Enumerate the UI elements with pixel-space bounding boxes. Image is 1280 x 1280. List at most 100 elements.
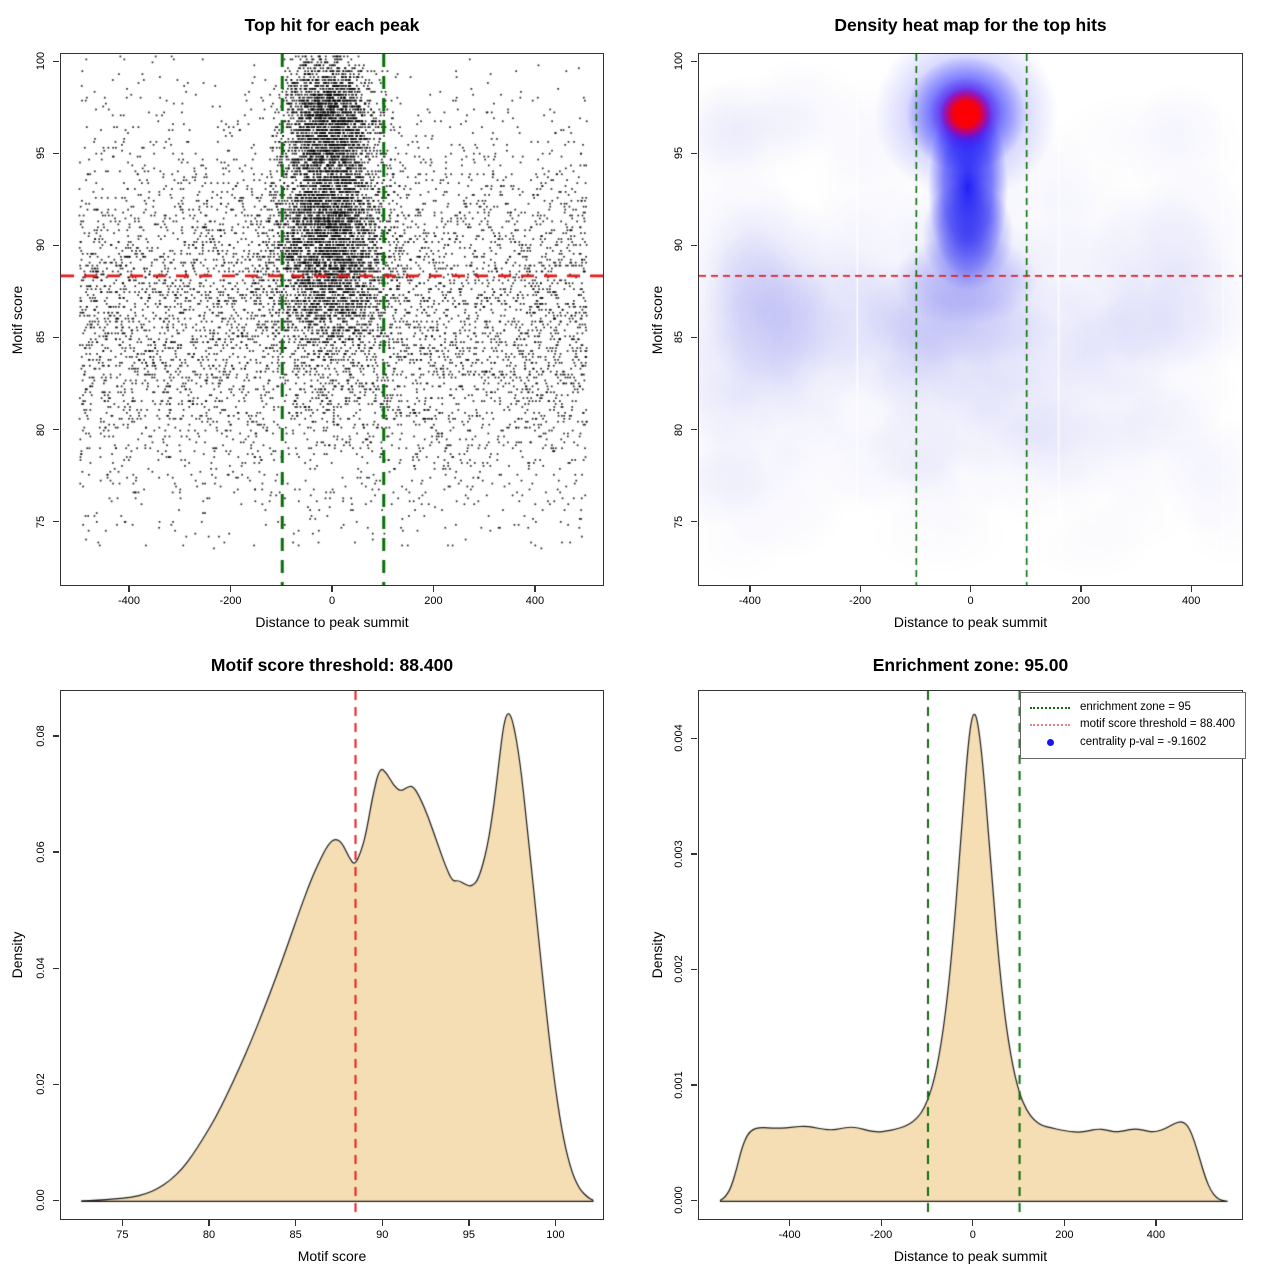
- y-tick-mark: [53, 60, 59, 62]
- y-tick-label: 100: [35, 52, 47, 71]
- y-tick-mark: [53, 244, 59, 247]
- page-title: Motif score threshold: 88.400: [210, 655, 454, 675]
- y-tick-mark: [53, 967, 59, 969]
- y-tick-mark: [53, 520, 59, 523]
- y-tick-label: 0.002: [673, 955, 685, 984]
- y-tick-mark: [691, 520, 697, 523]
- plot-area: [60, 690, 604, 1220]
- x-tick-mark: [880, 1220, 882, 1226]
- y-tick-label: 0.08: [35, 725, 47, 747]
- y-axis-label: Density: [649, 931, 665, 979]
- x-tick-mark: [121, 1220, 124, 1226]
- y-tick-label: 100: [673, 52, 685, 71]
- legend-label: enrichment zone = 95: [1080, 701, 1191, 713]
- x-tick-mark: [859, 586, 861, 592]
- x-tick-mark: [788, 1220, 791, 1226]
- x-tick-label: 90: [376, 1229, 389, 1241]
- y-tick-label: 85: [673, 331, 685, 344]
- x-tick-mark: [208, 1220, 210, 1226]
- x-tick-label: 400: [1181, 595, 1201, 607]
- plot-area: [60, 53, 604, 586]
- y-tick-mark: [53, 1083, 59, 1085]
- x-tick-mark: [128, 586, 130, 592]
- x-tick-label: 200: [424, 595, 443, 607]
- y-tick-mark: [691, 1084, 697, 1086]
- x-tick-mark: [468, 1220, 470, 1226]
- page-title: Top hit for each peak: [244, 15, 420, 35]
- x-tick-mark: [972, 1220, 974, 1226]
- y-tick-mark: [691, 60, 697, 62]
- x-tick-mark: [1063, 1220, 1066, 1226]
- x-tick-mark: [749, 586, 751, 592]
- y-tick-label: 85: [35, 331, 47, 344]
- density-canvas: [699, 691, 1242, 1219]
- x-tick-label: 85: [289, 1229, 302, 1241]
- legend-label: motif score threshold = 88.400: [1080, 718, 1236, 731]
- x-axis-label: Distance to peak summit: [255, 614, 409, 630]
- y-tick-mark: [691, 968, 697, 971]
- x-tick-label: 400: [1146, 1229, 1166, 1241]
- y-tick-label: 75: [35, 515, 47, 528]
- x-tick-label: 75: [116, 1229, 129, 1241]
- x-tick-label: -200: [219, 595, 242, 607]
- red-dotted-line-icon: [1029, 723, 1071, 726]
- x-tick-mark: [1190, 586, 1192, 592]
- density-canvas: [61, 691, 603, 1219]
- x-tick-label: -400: [117, 595, 141, 607]
- x-tick-mark: [1080, 586, 1082, 592]
- x-tick-mark: [554, 1220, 557, 1226]
- y-tick-mark: [691, 1199, 697, 1202]
- legend-item-motif-threshold: motif score threshold = 88.400: [1029, 716, 1235, 733]
- y-tick-mark: [691, 152, 697, 155]
- y-tick-mark: [53, 1199, 59, 1202]
- y-tick-mark: [691, 336, 697, 339]
- y-tick-label: 0.04: [35, 957, 47, 979]
- x-tick-label: 95: [462, 1229, 475, 1241]
- y-tick-label: 80: [35, 423, 47, 436]
- y-tick-mark: [53, 336, 59, 339]
- y-tick-mark: [691, 428, 697, 431]
- y-tick-label: 95: [35, 147, 47, 160]
- x-tick-label: 0: [967, 595, 974, 607]
- x-tick-label: -400: [738, 595, 761, 607]
- scatter-canvas: [61, 54, 603, 585]
- y-tick-mark: [691, 737, 697, 740]
- x-axis-label: Motif score: [297, 1248, 367, 1264]
- y-tick-label: 95: [673, 147, 685, 160]
- blue-point-icon: [1029, 738, 1071, 746]
- y-tick-label: 0.003: [673, 840, 685, 868]
- legend-label: centrality p-val = -9.1602: [1080, 735, 1207, 748]
- legend-item-centrality-pval: centrality p-val = -9.1602: [1029, 734, 1235, 751]
- y-tick-label: 0.004: [673, 724, 685, 753]
- y-tick-label: 90: [35, 239, 47, 252]
- x-tick-label: 0: [969, 1229, 976, 1241]
- x-tick-label: -400: [778, 1229, 801, 1241]
- x-tick-label: 0: [328, 595, 336, 607]
- y-tick-label: 90: [673, 239, 685, 252]
- x-tick-label: -200: [870, 1229, 893, 1241]
- panel-summit-distance-density: Enrichment zone: 95.00 Distance to peak …: [640, 640, 1280, 1280]
- x-tick-label: -200: [849, 595, 872, 607]
- panel-density-heatmap: Density heat map for the top hits Distan…: [640, 0, 1280, 640]
- x-tick-mark: [331, 586, 333, 592]
- x-tick-label: 400: [525, 595, 545, 607]
- y-tick-mark: [53, 735, 59, 737]
- x-tick-mark: [381, 1220, 383, 1226]
- y-tick-label: 80: [673, 423, 685, 436]
- x-tick-label: 200: [1055, 1229, 1074, 1241]
- y-tick-mark: [691, 244, 697, 247]
- y-tick-label: 0.06: [35, 841, 47, 863]
- y-tick-mark: [53, 428, 59, 431]
- y-tick-label: 0.001: [673, 1071, 685, 1099]
- x-tick-mark: [969, 586, 972, 592]
- plot-area: [698, 53, 1243, 586]
- x-tick-mark: [534, 586, 536, 592]
- heatmap-canvas: [699, 54, 1242, 585]
- y-tick-label: 0.02: [35, 1073, 47, 1095]
- green-dotted-line-icon: [1029, 706, 1071, 709]
- y-axis-label: Motif score: [9, 285, 25, 354]
- y-tick-mark: [691, 853, 697, 855]
- legend-item-enrichment-zone: enrichment zone = 95: [1029, 699, 1235, 716]
- y-tick-mark: [53, 851, 59, 853]
